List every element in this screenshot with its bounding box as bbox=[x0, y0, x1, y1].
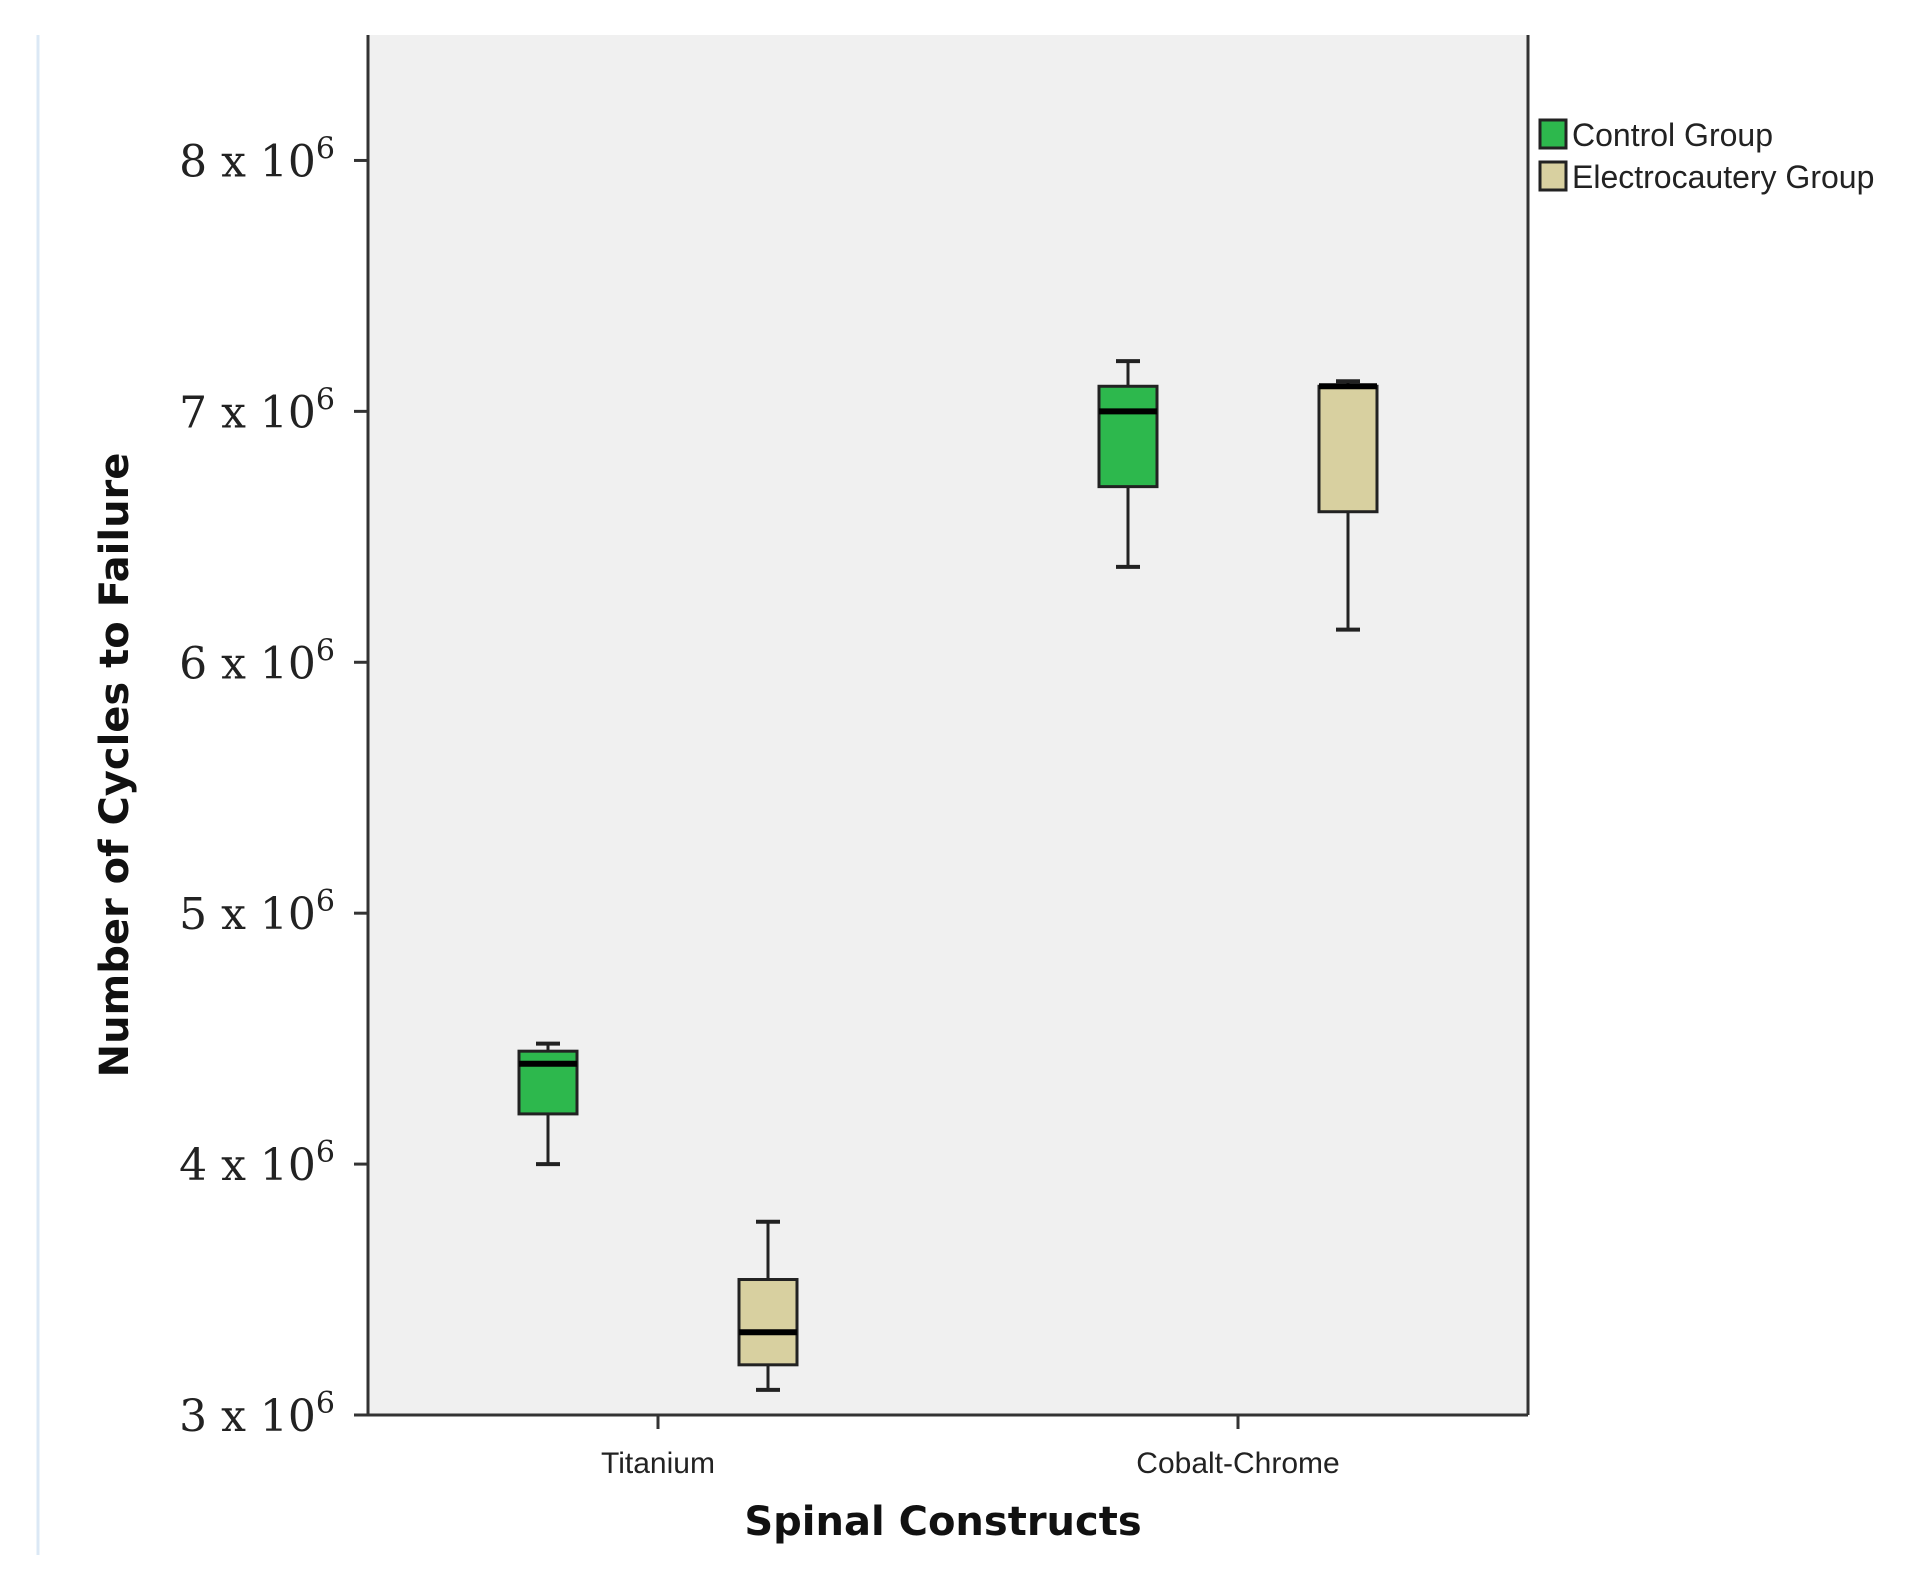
y-tick-label: 6 x 106 bbox=[179, 633, 335, 689]
box-electrocautery-group bbox=[1317, 379, 1379, 632]
legend-swatch bbox=[1538, 118, 1568, 150]
axes bbox=[366, 35, 1530, 1417]
iqr-box bbox=[517, 1049, 579, 1116]
legend-label: Electrocautery Group bbox=[1572, 159, 1874, 195]
y-tick-label: 4 x 106 bbox=[179, 1135, 335, 1191]
iqr-box bbox=[1317, 384, 1379, 514]
plot-area bbox=[368, 35, 1528, 1415]
y-axis-title: Number of Cycles to Failure bbox=[92, 453, 138, 1078]
legend-swatch bbox=[1538, 160, 1568, 192]
legend-label: Control Group bbox=[1572, 117, 1773, 153]
legend: Control Group Electrocautery Group bbox=[1538, 117, 1874, 195]
box-control-group bbox=[1097, 359, 1159, 569]
x-axis-title: Spinal Constructs bbox=[744, 1499, 1141, 1545]
y-axis-ticks: 3 x 106 4 x 106 5 x 106 6 x 106 7 x 106 8 x 1… bbox=[179, 131, 368, 1442]
y-tick-label: 5 x 106 bbox=[179, 884, 335, 940]
x-tick-label: Cobalt-Chrome bbox=[1136, 1447, 1339, 1480]
y-tick-label: 8 x 106 bbox=[179, 131, 335, 187]
x-axis-ticks: Titanium Cobalt-Chrome bbox=[601, 1415, 1340, 1480]
y-tick-label: 7 x 106 bbox=[179, 382, 335, 438]
box-group bbox=[517, 359, 1379, 1392]
box-control-group bbox=[517, 1041, 579, 1167]
x-tick-label: Titanium bbox=[601, 1447, 715, 1480]
iqr-box bbox=[1097, 384, 1159, 489]
y-tick-label: 3 x 106 bbox=[179, 1386, 335, 1442]
box-electrocautery-group bbox=[737, 1219, 799, 1392]
iqr-box bbox=[737, 1278, 799, 1367]
